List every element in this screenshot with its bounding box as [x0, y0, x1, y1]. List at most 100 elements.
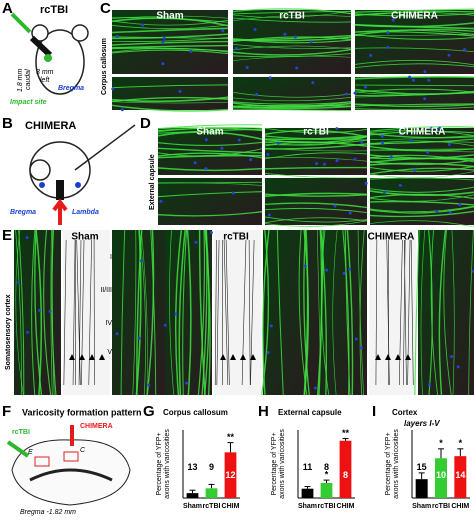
nucleus	[17, 281, 20, 284]
panel-title: rcTBI	[40, 4, 68, 16]
nucleus	[178, 90, 181, 93]
nucleus	[364, 86, 367, 89]
chart-title: Corpus callosum	[163, 408, 228, 417]
holder	[75, 125, 135, 170]
x-tick-label: Sham	[412, 503, 431, 510]
nucleus	[163, 37, 166, 40]
nucleus	[381, 141, 384, 144]
ear	[72, 25, 88, 41]
panel-letter: G	[143, 403, 155, 420]
panel-letter: H	[258, 403, 269, 420]
nucleus	[348, 268, 351, 271]
x-tick-label: CHIM	[337, 503, 355, 510]
nucleus	[448, 143, 451, 146]
micrograph-inverted	[63, 230, 110, 395]
x-tick-label: Sham	[183, 503, 202, 510]
nucleus	[116, 332, 119, 335]
nucleus	[349, 212, 352, 215]
n-label: 12	[225, 470, 235, 480]
n-label: 8	[343, 470, 348, 480]
nucleus	[355, 338, 358, 341]
x-tick-label: rcTBI	[203, 503, 221, 510]
piston	[56, 180, 64, 200]
x-tick-label: rcTBI	[318, 503, 336, 510]
nucleus	[161, 40, 164, 43]
y-axis-label: axons with varicosities	[279, 429, 286, 499]
nucleus	[304, 264, 307, 267]
nucleus	[413, 169, 416, 172]
nucleus	[423, 97, 426, 100]
panel-letter: I	[372, 403, 376, 420]
nucleus	[365, 182, 368, 185]
nucleus	[457, 365, 460, 368]
x-tick-label: Sham	[298, 503, 317, 510]
label: Impact site	[10, 99, 47, 106]
bar	[302, 489, 314, 498]
nucleus	[161, 62, 164, 65]
model-label: CHIMERA	[80, 423, 113, 430]
nucleus	[360, 346, 363, 349]
micrograph	[418, 230, 474, 395]
nucleus	[311, 81, 314, 84]
nucleus	[435, 210, 438, 213]
column-label: CHIMERA	[368, 232, 415, 243]
nucleus	[283, 33, 286, 36]
nucleus	[255, 93, 258, 96]
nucleus	[266, 153, 269, 156]
n-label: 15	[417, 462, 427, 472]
nucleus	[268, 214, 271, 217]
panel-b: B CHIMERA Bregma Lambda	[2, 115, 135, 225]
bar	[416, 479, 428, 498]
chart-subtitle: layers I-V	[404, 419, 440, 428]
panel-title: CHIMERA	[25, 120, 76, 132]
nucleus	[323, 163, 326, 166]
nucleus	[463, 48, 466, 51]
bar	[321, 483, 333, 498]
nucleus	[160, 200, 163, 203]
nucleus	[26, 236, 29, 239]
nucleus	[386, 46, 389, 49]
nucleus	[383, 190, 386, 193]
panel-letter: A	[2, 0, 13, 17]
nucleus	[116, 35, 119, 38]
impact-dot	[44, 54, 52, 62]
arrow	[8, 442, 28, 456]
nucleus	[235, 47, 238, 50]
nucleus	[448, 54, 451, 57]
y-axis-label: Percentage of YFP+	[385, 432, 392, 495]
nucleus	[399, 184, 402, 187]
label: Bregma	[10, 209, 36, 216]
y-axis-label: Percentage of YFP+	[271, 432, 278, 495]
nucleus	[277, 142, 280, 145]
panel-a: A rcTBI 3 mm left Bregma 1.8 mm caudal I…	[2, 0, 88, 106]
label: caudal	[25, 69, 32, 90]
label: 1.8 mm	[17, 68, 24, 92]
nucleus	[205, 138, 208, 141]
nucleus	[49, 310, 52, 313]
nucleus	[354, 158, 357, 161]
significance: *	[439, 438, 443, 448]
layer-label: I	[110, 254, 112, 261]
region-label: Somatosensory cortex	[5, 294, 12, 370]
nucleus	[386, 31, 389, 34]
nucleus	[410, 139, 413, 142]
nucleus	[269, 76, 272, 79]
nucleus	[147, 383, 150, 386]
nucleus	[140, 259, 143, 262]
nucleus	[220, 147, 223, 150]
nucleus	[315, 162, 318, 165]
bar	[206, 488, 218, 498]
n-label: 11	[303, 462, 313, 472]
nucleus	[335, 127, 338, 130]
x-tick-label: CHIM	[451, 503, 469, 510]
micrograph	[158, 178, 262, 225]
layer-label: V	[107, 349, 112, 356]
caption: Bregma -1.82 mm	[20, 509, 76, 516]
significance: **	[342, 428, 350, 438]
x-tick-label: CHIM	[222, 503, 240, 510]
nucleus	[381, 135, 384, 138]
nucleus	[424, 70, 427, 73]
